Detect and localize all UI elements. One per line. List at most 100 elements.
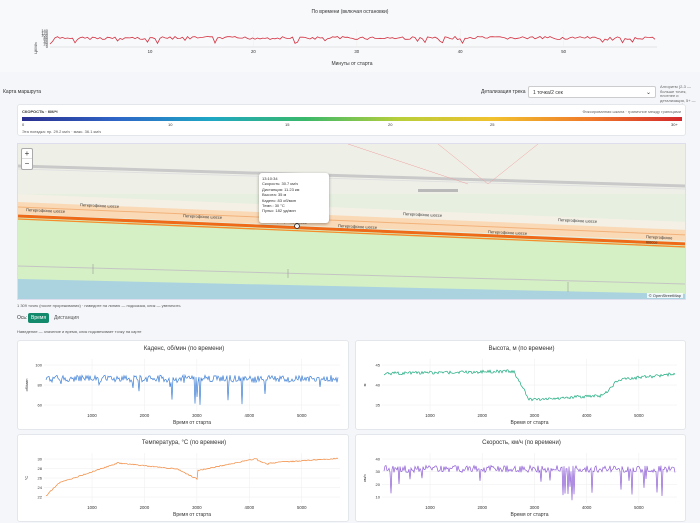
tooltip-row: Высота: 35 м [262,192,287,198]
x-tick-label: 5000 [634,505,644,510]
y-tick-label: 120 [41,30,48,35]
x-tick-label: 1000 [87,505,97,510]
map-footnote: 1 309 точек (после прореживания) · навед… [17,303,181,308]
legend-tick: 0 [22,122,25,127]
x-tick-label: 10 [148,49,153,54]
x-tick-label: 50 [561,49,566,54]
map-zoom-control[interactable]: + − [21,148,33,170]
chart-title: Температура, °C (по времени) [141,440,227,446]
chart-speed-plot[interactable]: 40 30 20 10 1000 2000 3000 4000 5000 км/ч Время от… [356,435,687,523]
x-tick-label: 4000 [582,413,592,418]
top-chart-xticks: 10 20 30 40 50 [148,49,567,54]
y-tick-label: 140 [41,28,48,33]
chart-elevation[interactable]: Высота, м (по времени) 45 40 35 1000 2000 300… [355,340,686,430]
x-tick-label: 4000 [245,505,255,510]
chart-title: Высота, м (по времени) [488,346,555,352]
chart-temperature[interactable]: Температура, °C (по времени) 30 28 26 24 22 1… [17,434,349,522]
y-tick-label: 20 [44,42,49,47]
y-tick-label: 35 [376,403,381,408]
axis-label: Ось: [17,315,28,321]
x-tick-label: 3000 [530,505,540,510]
y-tick-label: 100 [35,363,42,368]
tooltip-row: Пульс: 182 уд/мин [262,208,296,214]
x-tick-label: 5000 [297,413,307,418]
x-tick-label: 5000 [297,505,307,510]
y-tick-label: 22 [38,495,43,500]
y-tick-label: 20 [376,482,381,487]
map-attribution[interactable]: © OpenStreetMap [646,293,683,298]
x-tick-label: 4000 [245,413,255,418]
series-line [45,373,339,405]
legend-tick: 25 [490,122,495,127]
chart-title: Каденс, об/мин (по времени) [143,346,225,352]
tooltip-row: Скорость: 30.7 км/ч [262,181,299,187]
y-tick-label: 30 [38,457,43,462]
y-tick-label: 10 [376,495,381,500]
top-chart-xlabel: Минуты от старта [331,61,372,67]
y-tick-label: 60 [44,37,49,42]
legend-tick: 20 [388,122,393,127]
zoom-out-icon[interactable]: − [24,159,30,168]
speed-gradient-bar [22,117,682,121]
x-tick-label: 1000 [87,413,97,418]
chart-elevation-plot[interactable]: 45 40 35 1000 2000 3000 4000 5000 м Время от стар… [356,341,687,431]
tab-distance[interactable]: Дистанция [54,315,79,321]
detail-select-value: 1 точка/2 сек [533,90,563,96]
chart-speed[interactable]: Скорость, км/ч (по времени) 40 30 20 10 1000… [355,434,686,522]
chart-title: Скорость, км/ч (по времени) [482,440,561,446]
y-axis-title: км/ч [362,474,367,482]
y-tick-label: 40 [376,457,381,462]
chart-temperature-plot[interactable]: 30 28 26 24 22 1000 2000 3000 4000 5000 °C Время от… [18,435,350,523]
x-tick-label: 4000 [582,505,592,510]
y-tick-label: 30 [376,469,381,474]
chart-cadence-plot[interactable]: 100 80 60 1000 2000 3000 4000 5000 об/мин Время о… [18,341,350,431]
x-tick-label: 1000 [425,413,435,418]
x-axis-title: Время от старта [511,420,549,426]
x-tick-label: 2000 [477,505,487,510]
detail-label: Детализация трека [481,89,526,95]
tooltip-time: 13:10:34 [262,176,278,181]
y-axis-title: °C [24,476,29,481]
tooltip-row: Темп.: 30 °C [262,203,285,209]
x-tick-label: 2000 [140,413,150,418]
y-tick-label: 40 [376,383,381,388]
zoom-in-icon[interactable]: + [22,149,32,159]
x-tick-label: 2000 [477,413,487,418]
y-tick-label: 80 [44,35,49,40]
y-tick-label: 60 [38,403,43,408]
y-tick-label: 100 [41,33,48,38]
x-axis-title: Время от старта [173,420,211,426]
x-tick-label: 3000 [530,413,540,418]
charts-hint: Наведение — значение и время, клик подсв… [17,329,142,334]
legend-scale-note: Фиксированная шкала · граничное между гр… [582,109,681,114]
x-tick-label: 1000 [425,505,435,510]
top-chart-line [49,35,656,45]
tab-time[interactable]: Время [28,313,50,323]
map-canvas[interactable] [18,144,686,300]
tooltip-row: Дистанция: 11.23 км [262,186,300,192]
y-tick-label: 24 [38,485,43,490]
y-tick-label: 45 [376,363,381,368]
y-tick-label: 26 [38,476,43,481]
map-tooltip: 13:10:34 Скорость: 30.7 км/ч Дистанция: … [259,173,329,223]
series-line [45,457,339,497]
legend-tick: 15 [285,122,290,127]
x-tick-label: 40 [458,49,463,54]
x-tick-label: 3000 [192,505,202,510]
y-tick-label: 40 [44,39,49,44]
chevron-down-icon: ⌄ [645,90,651,96]
top-chart-title: По времени (включая остановки) [311,9,389,15]
legend-tick: 30+ [671,122,678,127]
route-map[interactable]: Петергофское шоссе Петергофское шоссе Пе… [17,143,686,300]
legend-tick: 10 [168,122,173,127]
y-tick-label: 80 [38,383,43,388]
x-axis-title: Время от старта [511,512,549,518]
y-axis-title: об/мин [24,379,29,392]
x-tick-label: 2000 [140,505,150,510]
tooltip-row: Каденс: 83 об/мин [262,197,296,203]
legend-stats: Эта поездка: пр. 29.2 км/ч · макс. 36.1 … [22,129,102,134]
detail-select[interactable]: 1 точка/2 сек ⌄ [528,86,656,98]
chart-cadence[interactable]: Каденс, об/мин (по времени) 100 80 60 1000 2… [17,340,349,430]
